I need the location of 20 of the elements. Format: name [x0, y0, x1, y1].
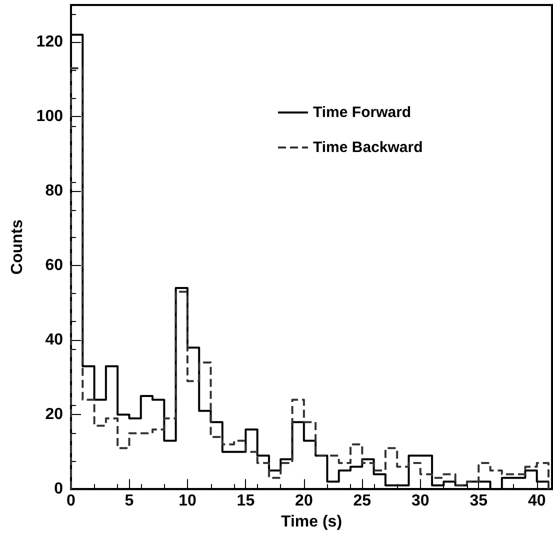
- y-tick-label: 60: [45, 257, 64, 274]
- y-tick-label: 100: [36, 108, 64, 126]
- y-tick-label: 20: [45, 406, 64, 424]
- legend-label: Time Backward: [313, 139, 423, 156]
- x-tick-label: 0: [66, 492, 76, 510]
- x-tick-label: 20: [295, 492, 313, 510]
- x-tick-label: 30: [411, 492, 430, 510]
- y-tick-label: 120: [36, 34, 64, 51]
- y-tick-label: 40: [45, 332, 64, 349]
- y-tick-label: 80: [45, 182, 64, 200]
- x-tick-label: 15: [236, 492, 255, 510]
- x-tick-label: 40: [528, 492, 546, 510]
- legend-label: Time Forward: [313, 104, 412, 121]
- y-tick-label: 0: [54, 480, 64, 498]
- x-tick-label: 25: [353, 492, 372, 510]
- x-tick-label: 10: [178, 492, 196, 510]
- x-tick-label: 5: [124, 492, 134, 510]
- y-axis-title: Counts: [8, 219, 26, 275]
- x-tick-label: 35: [470, 492, 488, 510]
- x-axis-title: Time (s): [280, 514, 342, 530]
